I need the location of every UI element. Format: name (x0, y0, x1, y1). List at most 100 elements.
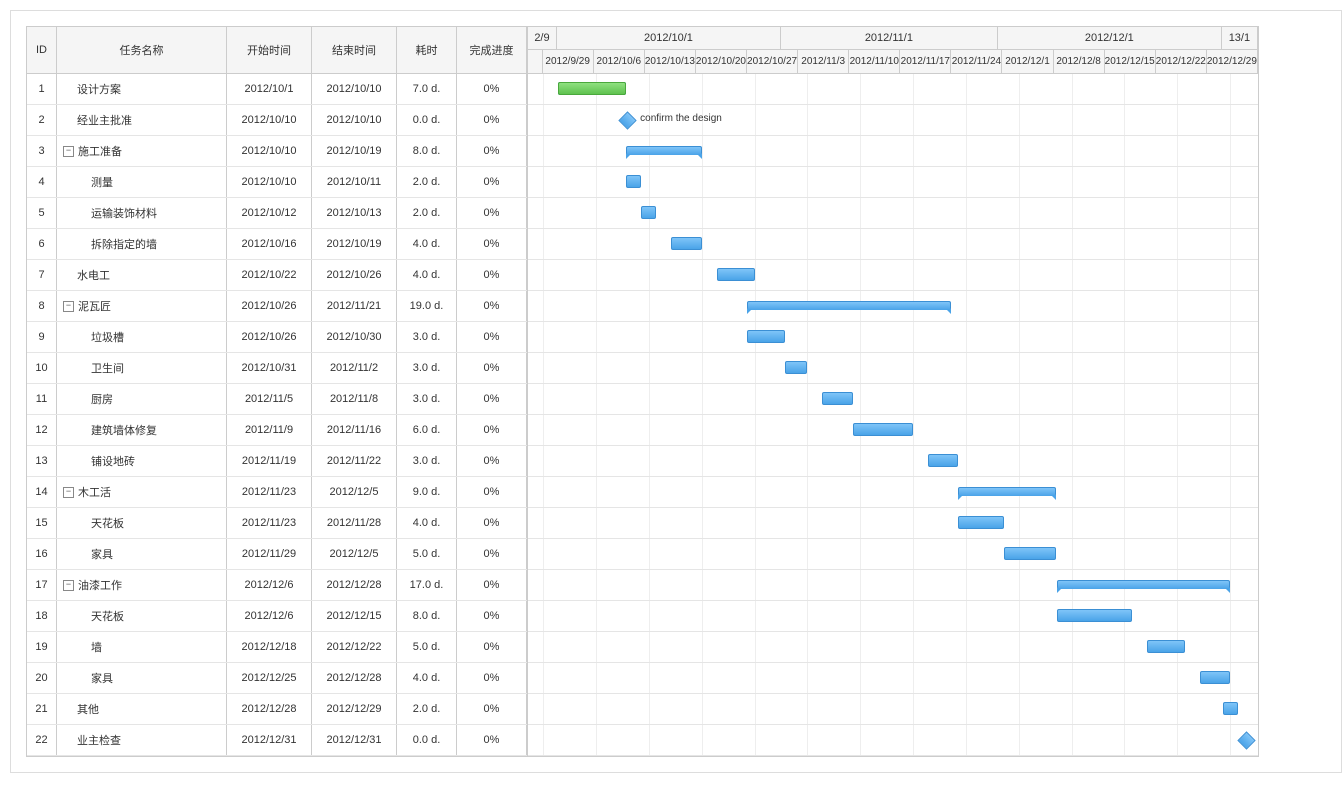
task-row[interactable]: 6拆除指定的墙2012/10/162012/10/194.0 d.0% (27, 229, 527, 260)
task-bar[interactable] (641, 206, 656, 219)
task-bar[interactable] (785, 361, 808, 374)
task-bar[interactable] (928, 454, 958, 467)
task-row[interactable]: 4测量2012/10/102012/10/112.0 d.0% (27, 167, 527, 198)
chart-row[interactable] (528, 198, 1258, 229)
cell-name[interactable]: 经业主批准 (57, 105, 227, 135)
milestone-marker[interactable] (618, 111, 636, 129)
task-bar[interactable] (747, 330, 785, 343)
summary-bar[interactable] (958, 487, 1056, 496)
collapse-icon[interactable]: − (63, 146, 74, 157)
chart-row[interactable] (528, 384, 1258, 415)
task-row[interactable]: 13铺设地砖2012/11/192012/11/223.0 d.0% (27, 446, 527, 477)
task-row[interactable]: 22业主检查2012/12/312012/12/310.0 d.0% (27, 725, 527, 756)
cell-name[interactable]: 厨房 (57, 384, 227, 414)
chart-row[interactable] (528, 477, 1258, 508)
chart-row[interactable] (528, 415, 1258, 446)
summary-bar[interactable] (1057, 580, 1231, 589)
task-row[interactable]: 18天花板2012/12/62012/12/158.0 d.0% (27, 601, 527, 632)
collapse-icon[interactable]: − (63, 487, 74, 498)
task-row[interactable]: 21其他2012/12/282012/12/292.0 d.0% (27, 694, 527, 725)
col-header-start[interactable]: 开始时间 (227, 27, 312, 73)
task-row[interactable]: 5运输装饰材料2012/10/122012/10/132.0 d.0% (27, 198, 527, 229)
task-row[interactable]: 20家具2012/12/252012/12/284.0 d.0% (27, 663, 527, 694)
task-bar[interactable] (1223, 702, 1238, 715)
cell-name[interactable]: 水电工 (57, 260, 227, 290)
task-row[interactable]: 8−泥瓦匠2012/10/262012/11/2119.0 d.0% (27, 291, 527, 322)
chart-row[interactable] (528, 539, 1258, 570)
chart-row[interactable] (528, 601, 1258, 632)
task-row[interactable]: 19墙2012/12/182012/12/225.0 d.0% (27, 632, 527, 663)
col-header-name[interactable]: 任务名称 (57, 27, 227, 73)
cell-name[interactable]: −施工准备 (57, 136, 227, 166)
chart-row[interactable] (528, 632, 1258, 663)
chart-row[interactable] (528, 570, 1258, 601)
cell-name[interactable]: 墙 (57, 632, 227, 662)
task-row[interactable]: 3−施工准备2012/10/102012/10/198.0 d.0% (27, 136, 527, 167)
task-bar[interactable] (1004, 547, 1057, 560)
task-row[interactable]: 17−油漆工作2012/12/62012/12/2817.0 d.0% (27, 570, 527, 601)
task-row[interactable]: 16家具2012/11/292012/12/55.0 d.0% (27, 539, 527, 570)
chart-row[interactable] (528, 291, 1258, 322)
gantt-container: ID 任务名称 开始时间 结束时间 耗时 完成进度 1设计方案2012/10/1… (10, 10, 1342, 773)
cell-name[interactable]: 铺设地砖 (57, 446, 227, 476)
collapse-icon[interactable]: − (63, 580, 74, 591)
task-bar[interactable] (958, 516, 1003, 529)
task-row[interactable]: 7水电工2012/10/222012/10/264.0 d.0% (27, 260, 527, 291)
task-bar[interactable] (853, 423, 913, 436)
col-header-progress[interactable]: 完成进度 (457, 27, 527, 73)
task-bar[interactable] (822, 392, 852, 405)
milestone-marker[interactable] (1238, 731, 1256, 749)
cell-name[interactable]: 家具 (57, 539, 227, 569)
task-row[interactable]: 12建筑墙体修复2012/11/92012/11/166.0 d.0% (27, 415, 527, 446)
cell-name[interactable]: 拆除指定的墙 (57, 229, 227, 259)
chart-row[interactable] (528, 322, 1258, 353)
task-bar[interactable] (626, 175, 641, 188)
task-bar[interactable] (671, 237, 701, 250)
task-bar[interactable] (717, 268, 755, 281)
task-bar[interactable] (1057, 609, 1133, 622)
cell-name[interactable]: 设计方案 (57, 74, 227, 104)
cell-name[interactable]: 业主检查 (57, 725, 227, 755)
cell-name[interactable]: −木工活 (57, 477, 227, 507)
task-row[interactable]: 11厨房2012/11/52012/11/83.0 d.0% (27, 384, 527, 415)
cell-name[interactable]: 其他 (57, 694, 227, 724)
cell-name[interactable]: 运输装饰材料 (57, 198, 227, 228)
cell-name[interactable]: 天花板 (57, 601, 227, 631)
chart-row[interactable] (528, 446, 1258, 477)
chart-row[interactable] (528, 725, 1258, 756)
timeline-body[interactable]: confirm the design (528, 74, 1258, 756)
cell-name[interactable]: 家具 (57, 663, 227, 693)
task-bar[interactable] (1147, 640, 1185, 653)
timeline-chart[interactable]: 2/92012/10/12012/11/12012/12/113/1 2012/… (527, 26, 1259, 757)
chart-row[interactable] (528, 229, 1258, 260)
task-bar[interactable] (1200, 671, 1230, 684)
cell-name[interactable]: 测量 (57, 167, 227, 197)
collapse-icon[interactable]: − (63, 301, 74, 312)
col-header-end[interactable]: 结束时间 (312, 27, 397, 73)
chart-row[interactable] (528, 136, 1258, 167)
chart-row[interactable] (528, 508, 1258, 539)
cell-name[interactable]: 天花板 (57, 508, 227, 538)
summary-bar[interactable] (747, 301, 951, 310)
task-row[interactable]: 15天花板2012/11/232012/11/284.0 d.0% (27, 508, 527, 539)
chart-row[interactable] (528, 353, 1258, 384)
task-row[interactable]: 2经业主批准2012/10/102012/10/100.0 d.0% (27, 105, 527, 136)
task-row[interactable]: 1设计方案2012/10/12012/10/107.0 d.0% (27, 74, 527, 105)
chart-row[interactable] (528, 74, 1258, 105)
chart-row[interactable] (528, 260, 1258, 291)
chart-row[interactable] (528, 663, 1258, 694)
task-row[interactable]: 9垃圾槽2012/10/262012/10/303.0 d.0% (27, 322, 527, 353)
chart-row[interactable] (528, 167, 1258, 198)
task-row[interactable]: 14−木工活2012/11/232012/12/59.0 d.0% (27, 477, 527, 508)
summary-bar[interactable] (626, 146, 702, 155)
chart-row[interactable] (528, 694, 1258, 725)
cell-name[interactable]: 垃圾槽 (57, 322, 227, 352)
cell-name[interactable]: 卫生间 (57, 353, 227, 383)
cell-name[interactable]: −油漆工作 (57, 570, 227, 600)
task-row[interactable]: 10卫生间2012/10/312012/11/23.0 d.0% (27, 353, 527, 384)
cell-name[interactable]: 建筑墙体修复 (57, 415, 227, 445)
col-header-duration[interactable]: 耗时 (397, 27, 457, 73)
chart-row[interactable]: confirm the design (528, 105, 1258, 136)
cell-name[interactable]: −泥瓦匠 (57, 291, 227, 321)
col-header-id[interactable]: ID (27, 27, 57, 73)
